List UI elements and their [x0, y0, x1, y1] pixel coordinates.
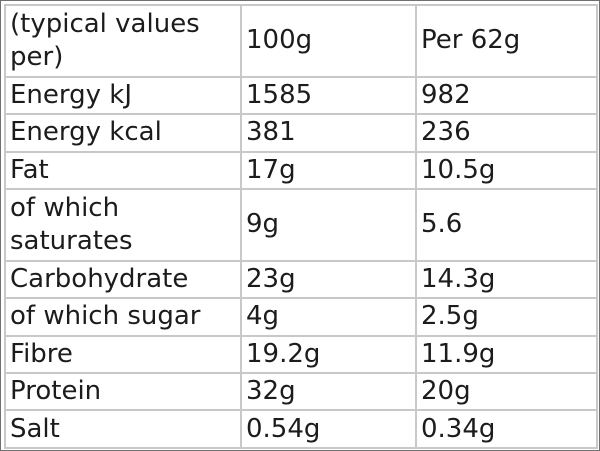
per-portion-cell: 982 [417, 77, 598, 116]
table-header-row: (typical values per) 100g Per 62g [4, 4, 598, 78]
per-100g-cell: 4g [242, 299, 417, 337]
table-row: Carbohydrate 23g 14.3g [4, 261, 598, 300]
nutrition-table: (typical values per) 100g Per 62g Energy… [4, 4, 598, 449]
nutrient-name-cell: Energy kJ [4, 77, 242, 116]
per-portion-cell: 236 [417, 115, 598, 153]
nutrient-name-cell: Salt [4, 411, 242, 449]
per-100g-cell: 17g [242, 152, 417, 191]
nutrient-name-cell: Fat [4, 152, 242, 191]
per-portion-cell: 0.34g [417, 411, 598, 449]
header-cell-100g: 100g [242, 4, 417, 78]
per-100g-cell: 0.54g [242, 411, 417, 449]
per-100g-cell: 1585 [242, 77, 417, 116]
header-cell-per-portion: Per 62g [417, 4, 598, 78]
per-100g-cell: 9g [242, 190, 417, 262]
nutrient-name-cell: Energy kcal [4, 115, 242, 153]
per-100g-cell: 32g [242, 374, 417, 412]
table-row: of which sugar 4g 2.5g [4, 299, 598, 337]
table-row: Energy kJ 1585 982 [4, 77, 598, 116]
header-cell-basis: (typical values per) [4, 4, 242, 78]
table-row: Energy kcal 381 236 [4, 115, 598, 153]
table-row: Salt 0.54g 0.34g [4, 411, 598, 449]
nutrient-name-cell: of which sugar [4, 299, 242, 337]
table-row: Fibre 19.2g 11.9g [4, 336, 598, 375]
per-100g-cell: 381 [242, 115, 417, 153]
nutrient-name-cell: of which saturates [4, 190, 242, 262]
per-100g-cell: 23g [242, 261, 417, 300]
per-portion-cell: 14.3g [417, 261, 598, 300]
per-portion-cell: 5.6 [417, 190, 598, 262]
table-row: Fat 17g 10.5g [4, 152, 598, 191]
table-row: Protein 32g 20g [4, 374, 598, 412]
per-100g-cell: 19.2g [242, 336, 417, 375]
nutrient-name-cell: Protein [4, 374, 242, 412]
per-portion-cell: 10.5g [417, 152, 598, 191]
per-portion-cell: 2.5g [417, 299, 598, 337]
nutrient-name-cell: Fibre [4, 336, 242, 375]
per-portion-cell: 20g [417, 374, 598, 412]
per-portion-cell: 11.9g [417, 336, 598, 375]
table-row: of which saturates 9g 5.6 [4, 190, 598, 262]
nutrient-name-cell: Carbohydrate [4, 261, 242, 300]
